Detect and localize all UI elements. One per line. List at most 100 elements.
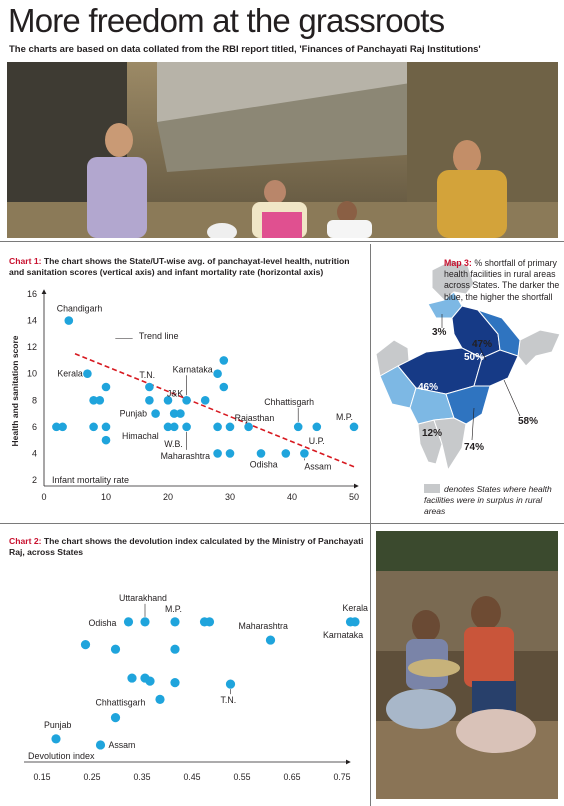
chart1-point: [225, 449, 235, 458]
chart2-point: [170, 644, 180, 654]
chart1-point: [213, 369, 222, 379]
chart2-point: [145, 676, 155, 686]
chart2-point-karnataka: [350, 617, 360, 627]
chart1-caption: Chart 1: The chart shows the State/UT-wi…: [9, 256, 365, 278]
map-leader-74pct: [471, 407, 475, 441]
chart1-point-chhattisgarh: [293, 422, 303, 432]
chart1-y-tick-label: 4: [32, 448, 37, 458]
chart1-label-maharashtra: Maharashtra: [161, 451, 210, 461]
chart1-point: [213, 449, 222, 458]
map3-caption-tag: Map 3:: [444, 258, 472, 268]
chart1-label-odisha: Odisha: [250, 459, 278, 469]
chart2-point-chhattisgarh: [110, 713, 121, 723]
map-label-58pct: 58%: [518, 416, 538, 427]
divider-vertical-bottom: [370, 524, 371, 806]
chart2-point: [110, 644, 121, 654]
chart1-point: [89, 422, 98, 432]
chart1-point-m-p: [349, 422, 359, 432]
chart1-point: [176, 409, 185, 418]
map-leader-58pct: [503, 379, 521, 417]
chart1-x-tick-label: 40: [287, 492, 297, 502]
chart1-x-tick-label: 50: [349, 492, 359, 502]
chart1-trend-line: [74, 353, 355, 468]
chart1-y-tick-label: 10: [27, 369, 37, 379]
chart1-label-himachal: Himachal: [122, 431, 159, 441]
chart1-point: [219, 382, 229, 392]
chart1-label-punjab: Punjab: [120, 409, 147, 419]
chart2-label-assam: Assam: [109, 740, 136, 750]
divider-right-mid: [370, 523, 564, 524]
map3-india: 3% 47% 50% 46% 21% 12% 58% 74%: [375, 259, 561, 472]
chart1-point: [95, 395, 105, 405]
map-leader-47pct: [479, 347, 487, 361]
chart1-label-m-p: M.P.: [336, 412, 353, 422]
chart2-x-tick-label: 0.55: [233, 772, 250, 782]
chart2-scatter: Devolution index 0.15 0.25 0.35 0.45 0.55 0.65…: [24, 593, 369, 782]
chart1-point-t-n: [145, 382, 154, 392]
chart1-label-w-b: W.B.: [164, 439, 183, 449]
chart2-x-tick-label: 0.45: [183, 772, 200, 782]
chart1-point: [169, 409, 179, 418]
map-label-12pct: 12%: [422, 428, 442, 439]
chart2-x-tick-label: 0.65: [283, 772, 300, 782]
legend-swatch: [424, 484, 440, 493]
children-photo: [376, 531, 558, 799]
chart2-point-assam: [95, 740, 106, 750]
chart1-label-karnataka: Karnataka: [173, 364, 213, 374]
page-title: More freedom at the grassroots: [8, 2, 445, 39]
chart1-label-rajasthan: Rajasthan: [235, 413, 275, 423]
chart2-x-tick-label: 0.35: [133, 772, 150, 782]
chart1-label-kerala: Kerala: [57, 369, 83, 379]
chart1-point: [101, 435, 111, 445]
chart2-label-m-p: M.P.: [165, 604, 182, 614]
chart1-point-odisha: [281, 449, 291, 458]
chart2-point-maharashtra: [265, 635, 276, 645]
chart2-point: [80, 640, 91, 650]
map-label-21pct: 21%: [386, 408, 406, 419]
chart1-point: [89, 395, 98, 405]
map3-legend-text: denotes States where health facilities w…: [424, 484, 552, 516]
chart2-point-t-n: [225, 679, 236, 689]
chart1-trend-label: Trend line: [139, 331, 179, 341]
chart1-point-karnataka: [182, 395, 191, 405]
map3-caption-text: % shortfall of primary health facilities…: [444, 258, 560, 302]
chart2-label-chhattisgarh: Chhattisgarh: [96, 698, 146, 708]
chart2-point-m-p: [170, 617, 180, 627]
chart2-label-kerala: Kerala: [343, 603, 369, 613]
chart1-point-chandigarh: [64, 316, 74, 325]
chart2-label-maharashtra: Maharashtra: [239, 621, 288, 631]
chart2-x-tick-label: 0.15: [33, 772, 50, 782]
chart1-point-maharashtra: [182, 422, 191, 432]
chart2-point-uttarakhand: [140, 617, 150, 627]
chart1-scatter: 2 4 6 8 10 12 14 16 0 10 20 30 40 50 Infant mortality …: [10, 289, 359, 502]
chart1-point-assam: [300, 449, 309, 458]
chart1-y-tick-label: 8: [32, 395, 37, 405]
chart2-caption-text: The chart shows the devolution index cal…: [9, 536, 364, 557]
chart1-point: [101, 422, 111, 432]
chart1-label-assam: Assam: [304, 461, 331, 471]
chart1-point: [225, 422, 235, 432]
chart1-label-j-k: J&K: [167, 388, 183, 398]
chart2-label-t-n: T.N.: [221, 695, 237, 705]
chart2-x-tick-label: 0.25: [83, 772, 100, 782]
map-region-northeast: [517, 329, 561, 367]
chart1-y-tick-label: 6: [32, 422, 37, 432]
chart1-y-tick-label: 16: [27, 289, 37, 299]
chart2-x-tick-label: 0.75: [333, 772, 350, 782]
chart2-label-punjab: Punjab: [44, 720, 71, 730]
chart2-label-odisha: Odisha: [89, 618, 117, 628]
chart1-x-tick-label: 20: [163, 492, 173, 502]
map3-caption: Map 3: % shortfall of primary health fac…: [444, 258, 564, 303]
map3-legend: denotes States where health facilities w…: [424, 484, 560, 517]
chart1-point-kerala: [83, 369, 92, 379]
vaccination-photo: [7, 62, 558, 238]
chart2-point: [204, 617, 215, 627]
chart1-point-rajasthan: [244, 422, 253, 432]
chart1-point: [200, 395, 210, 405]
chart1-label-chhattisgarh: Chhattisgarh: [264, 397, 314, 407]
divider-middle: [0, 523, 370, 524]
chart1-y-tick-label: 14: [27, 316, 37, 326]
chart1-point-himachal: [163, 422, 173, 432]
chart2-caption: Chart 2: The chart shows the devolution …: [9, 536, 365, 558]
chart1-x-tick-label: 30: [225, 492, 235, 502]
